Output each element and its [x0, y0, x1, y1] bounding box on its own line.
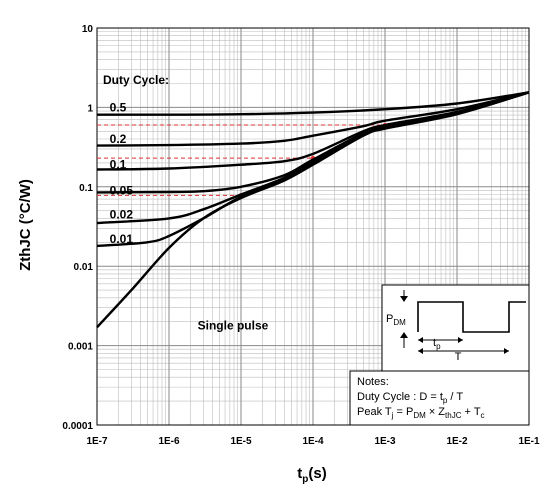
series-label: 0.02	[110, 207, 134, 221]
series-line	[96, 91, 530, 171]
notes-frame	[349, 370, 530, 426]
t-arrow-right	[504, 348, 509, 354]
series-lines	[96, 91, 530, 329]
x-tick-label: 1E-2	[446, 436, 468, 447]
series-labels: 0.5 0.2 0.1 0.05 0.02 0.01 Single pulse	[110, 100, 269, 332]
y-axis-title: ZthJC (°C/W)	[17, 179, 34, 271]
x-tick-label: 1E-4	[302, 436, 324, 447]
tp-arrow-right	[458, 337, 463, 343]
notes-title: Notes:	[357, 376, 389, 388]
x-axis-title: tp(s)	[297, 465, 326, 485]
x-tick-label: 1E-7	[86, 436, 108, 447]
y-tick-label: 1	[87, 103, 93, 114]
x-tick-label: 1E-5	[230, 436, 252, 447]
y-tick-label: 0.01	[74, 262, 94, 273]
pdm-arrowhead-bottom	[400, 332, 408, 338]
t-label: T	[455, 351, 462, 363]
series-label: 0.05	[110, 183, 134, 197]
notes-box: Notes: Duty Cycle : D = tp / T Peak Tj =…	[349, 370, 530, 426]
notes-duty-cycle: Duty Cycle : D = tp / T	[357, 391, 463, 405]
tp-arrow-left	[418, 337, 423, 343]
pulse-waveform	[417, 301, 526, 333]
series-label: 0.5	[110, 100, 127, 114]
plot-frame	[96, 27, 530, 426]
x-axis-ticks: 1E-7 1E-6 1E-5 1E-4 1E-3 1E-2 1E-1	[86, 436, 540, 447]
tp-label: tp	[433, 337, 441, 351]
y-tick-label: 0.001	[68, 342, 93, 353]
series-label: 0.01	[110, 232, 134, 246]
y-tick-label: 10	[82, 24, 94, 35]
notes-peak-tj: Peak Tj = PDM × ZthJC + Tc	[357, 406, 485, 420]
series-line	[96, 91, 530, 147]
pdm-arrowhead-top	[400, 296, 408, 302]
series-label: 0.2	[110, 132, 127, 146]
t-arrow-left	[418, 348, 423, 354]
y-axis-ticks: 10 1 0.1 0.01 0.001 0.0001	[62, 24, 93, 432]
series-label: Single pulse	[198, 318, 269, 332]
x-tick-label: 1E-1	[518, 436, 540, 447]
pulse-diagram: PDM tp T	[381, 284, 530, 372]
y-tick-label: 0.0001	[62, 421, 93, 432]
x-tick-label: 1E-6	[158, 436, 180, 447]
legend-title: Duty Cycle:	[103, 73, 169, 87]
pdm-label: PDM	[386, 313, 406, 327]
series-line	[97, 91, 530, 116]
x-tick-label: 1E-3	[374, 436, 396, 447]
series-line	[96, 91, 530, 329]
y-tick-label: 0.1	[79, 183, 93, 194]
series-label: 0.1	[110, 158, 127, 172]
